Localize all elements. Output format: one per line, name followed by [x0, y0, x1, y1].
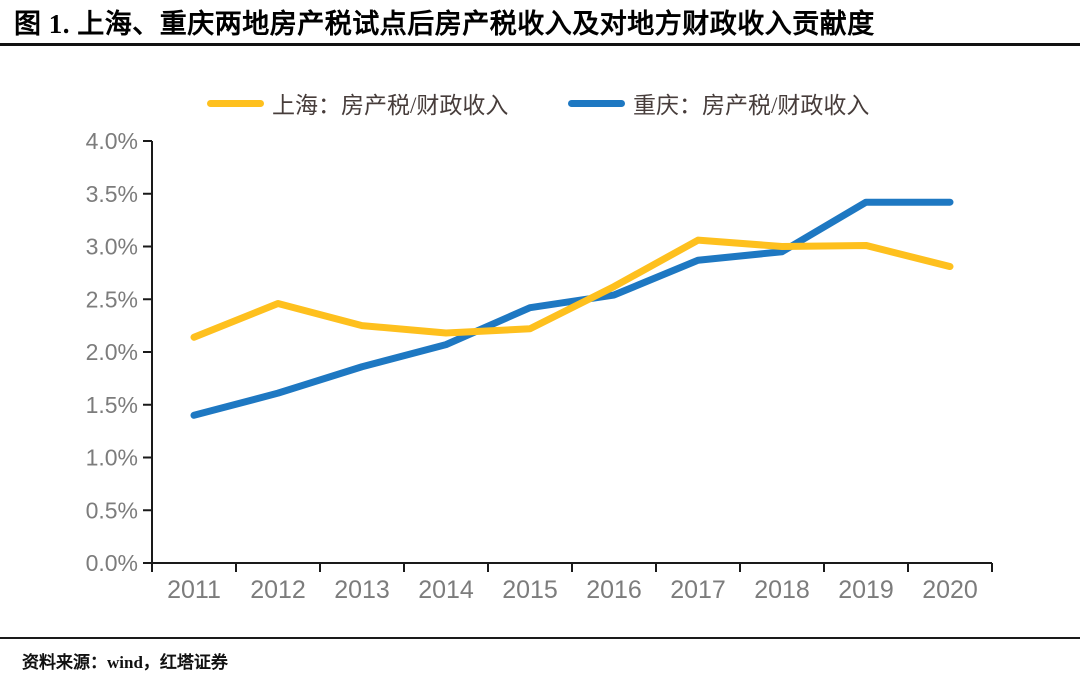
y-tick-label: 1.0%	[86, 445, 138, 471]
x-tick-label: 2020	[922, 576, 978, 604]
data-source: 资料来源：wind，红塔证券	[22, 653, 228, 672]
y-tick-label: 0.0%	[86, 550, 138, 576]
title-divider	[0, 43, 1080, 46]
shanghai-series-line	[190, 236, 954, 341]
x-tick-label: 2013	[334, 576, 390, 604]
legend-label-chongqing: 重庆：房产税/财政收入	[633, 93, 870, 118]
chongqing-line-swatch	[568, 99, 625, 107]
y-tick-label: 2.5%	[86, 286, 138, 312]
x-tick-label: 2018	[754, 576, 810, 604]
y-tick-label: 0.5%	[86, 497, 138, 523]
y-tick-label: 1.5%	[86, 392, 138, 418]
line-chart: 0.0% 0.5% 1.0% 1.5% 2.0% 2.5% 3.0% 3.5% 4.0% 2011…	[86, 128, 993, 604]
x-tick-label: 2016	[586, 576, 642, 604]
y-tick-label: 3.0%	[86, 234, 138, 260]
chart-legend: 上海：房产税/财政收入 重庆：房产税/财政收入	[0, 86, 1080, 118]
x-tick-label: 2011	[167, 576, 221, 604]
x-tick-label: 2017	[670, 576, 726, 604]
y-tick-label: 4.0%	[86, 128, 138, 154]
x-tick-label: 2015	[502, 576, 558, 604]
legend-label-shanghai: 上海：房产税/财政收入	[272, 93, 509, 118]
legend-item-chongqing: 重庆：房产税/财政收入	[568, 86, 869, 120]
x-tick-label: 2014	[418, 576, 474, 604]
x-tick-label: 2012	[250, 576, 306, 604]
legend-item-shanghai: 上海：房产税/财政收入	[207, 86, 508, 120]
y-tick-label: 2.0%	[86, 339, 138, 365]
chongqing-series-line	[190, 198, 954, 419]
footer-divider	[0, 637, 1080, 639]
y-tick-label: 3.5%	[86, 181, 138, 207]
shanghai-line-swatch	[207, 99, 264, 107]
x-tick-label: 2019	[838, 576, 894, 604]
figure-title: 图 1. 上海、重庆两地房产税试点后房产税收入及对地方财政收入贡献度	[14, 9, 875, 39]
